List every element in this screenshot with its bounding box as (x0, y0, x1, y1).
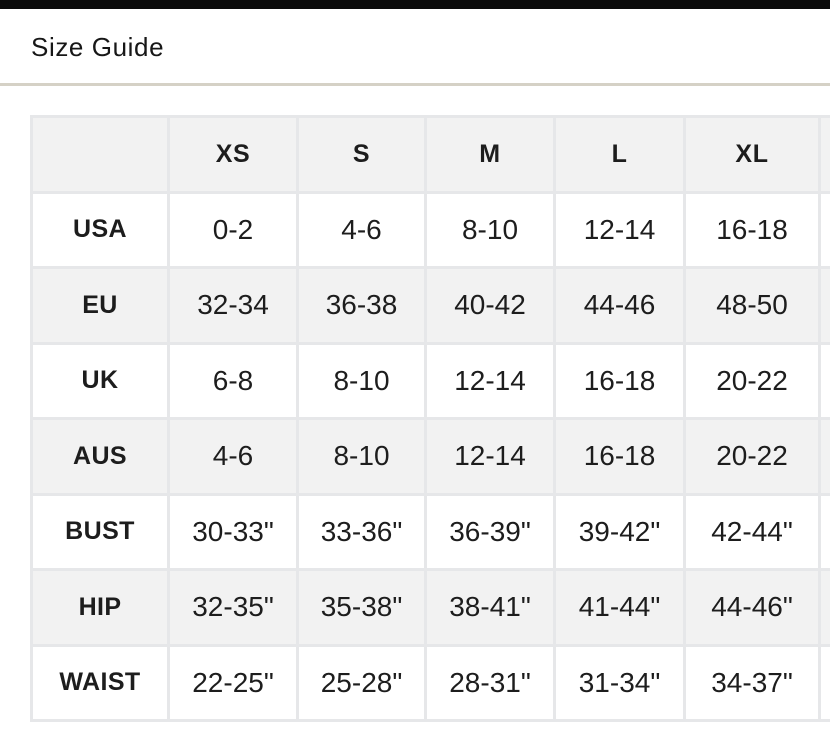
size-cell: 12-14 (424, 341, 556, 420)
size-cell: 16-18 (553, 417, 686, 496)
size-cell: 32-35" (167, 568, 299, 647)
column-header-l: L (553, 115, 686, 194)
size-cell: 28-31" (424, 643, 556, 722)
size-cell: 16-18 (553, 341, 686, 420)
size-cell: 36-39" (424, 492, 556, 571)
size-table-container: XS S M L XL USA 0-2 4-6 8-10 12-14 16-18 EU 32-34 36… (30, 115, 830, 722)
size-cell: 4-6 (296, 190, 427, 269)
size-cell: 44-46" (683, 568, 821, 647)
size-cell: 33-36" (296, 492, 427, 571)
size-cell: 31-34" (553, 643, 686, 722)
top-bar (0, 0, 830, 9)
page-title: Size Guide (31, 32, 165, 62)
size-cell: 38-41" (424, 568, 556, 647)
row-header-hip: HIP (30, 568, 170, 647)
size-guide-table: XS S M L XL USA 0-2 4-6 8-10 12-14 16-18 EU 32-34 36… (30, 115, 830, 722)
size-cell: 8-10 (296, 341, 427, 420)
row-header-aus: AUS (30, 417, 170, 496)
corner-cell (30, 115, 170, 194)
size-cell: 12-14 (424, 417, 556, 496)
header-divider (0, 83, 830, 86)
table-row-hip: HIP 32-35" 35-38" 38-41" 41-44" 44-46" (30, 568, 830, 647)
table-row-waist: WAIST 22-25" 25-28" 28-31" 31-34" 34-37" (30, 643, 830, 722)
size-cell-cutoff (818, 341, 830, 420)
table-row-usa: USA 0-2 4-6 8-10 12-14 16-18 (30, 190, 830, 269)
size-table-header-row: XS S M L XL (30, 115, 830, 194)
size-cell: 44-46 (553, 266, 686, 345)
size-cell: 12-14 (553, 190, 686, 269)
size-cell: 8-10 (296, 417, 427, 496)
row-header-waist: WAIST (30, 643, 170, 722)
column-header-xs: XS (167, 115, 299, 194)
size-cell: 42-44" (683, 492, 821, 571)
row-header-bust: BUST (30, 492, 170, 571)
size-cell: 25-28" (296, 643, 427, 722)
size-cell-cutoff (818, 190, 830, 269)
size-cell: 30-33" (167, 492, 299, 571)
size-cell-cutoff (818, 417, 830, 496)
size-cell: 32-34 (167, 266, 299, 345)
size-cell-cutoff (818, 492, 830, 571)
column-header-m: M (424, 115, 556, 194)
size-cell: 41-44" (553, 568, 686, 647)
size-cell: 35-38" (296, 568, 427, 647)
size-cell: 22-25" (167, 643, 299, 722)
table-row-uk: UK 6-8 8-10 12-14 16-18 20-22 (30, 341, 830, 420)
row-header-eu: EU (30, 266, 170, 345)
column-header-cutoff (818, 115, 830, 194)
size-cell: 34-37" (683, 643, 821, 722)
size-cell: 48-50 (683, 266, 821, 345)
row-header-usa: USA (30, 190, 170, 269)
size-cell: 16-18 (683, 190, 821, 269)
size-cell: 20-22 (683, 341, 821, 420)
size-cell: 4-6 (167, 417, 299, 496)
size-cell: 0-2 (167, 190, 299, 269)
size-cell: 8-10 (424, 190, 556, 269)
size-cell: 40-42 (424, 266, 556, 345)
size-cell-cutoff (818, 266, 830, 345)
table-row-eu: EU 32-34 36-38 40-42 44-46 48-50 (30, 266, 830, 345)
size-cell-cutoff (818, 643, 830, 722)
column-header-s: S (296, 115, 427, 194)
size-cell: 20-22 (683, 417, 821, 496)
size-cell: 39-42" (553, 492, 686, 571)
column-header-xl: XL (683, 115, 821, 194)
table-row-aus: AUS 4-6 8-10 12-14 16-18 20-22 (30, 417, 830, 496)
row-header-uk: UK (30, 341, 170, 420)
size-cell: 36-38 (296, 266, 427, 345)
table-row-bust: BUST 30-33" 33-36" 36-39" 39-42" 42-44" (30, 492, 830, 571)
size-cell-cutoff (818, 568, 830, 647)
size-cell: 6-8 (167, 341, 299, 420)
